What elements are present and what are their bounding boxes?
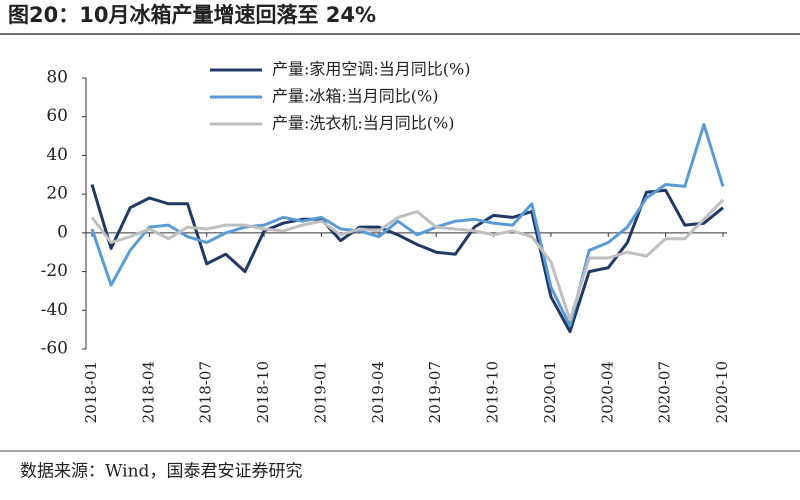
y-tick-label: 40 [46, 145, 68, 165]
y-tick-label: 80 [46, 68, 68, 88]
y-tick-label: 20 [46, 184, 68, 204]
y-tick-label: -60 [41, 339, 68, 359]
legend-label: 产量:家用空调:当月同比(%) [272, 60, 470, 79]
x-tick-label: 2019-10 [484, 361, 502, 423]
x-tick-label: 2018-01 [82, 361, 100, 423]
source: 数据来源：Wind，国泰君安证券研究 [20, 462, 302, 482]
legend-label: 产量:洗衣机:当月同比(%) [272, 114, 454, 133]
x-tick-label: 2018-07 [197, 361, 215, 423]
x-tick-label: 2020-01 [541, 361, 559, 423]
x-tick-label: 2019-04 [369, 361, 387, 423]
series-line [90, 184, 724, 334]
y-tick-label: -20 [41, 261, 68, 281]
y-tick-label: 0 [57, 222, 68, 242]
x-tick-label: 2019-07 [426, 361, 444, 423]
x-tick-label: 2018-10 [254, 361, 272, 423]
y-tick-label: 60 [46, 106, 68, 126]
series-line [90, 123, 725, 328]
x-tick-label: 2020-04 [598, 361, 616, 423]
x-tick-label: 2020-07 [656, 361, 674, 423]
legend-label: 产量:冰箱:当月同比(%) [272, 87, 438, 106]
y-tick-label: -40 [41, 300, 68, 320]
series-line [90, 198, 725, 322]
x-tick-label: 2019-01 [311, 361, 329, 423]
chart-title: 图20：10月冰箱产量增速回落至 24% [8, 3, 376, 27]
x-tick-label: 2018-04 [139, 361, 157, 423]
x-tick-label: 2020-10 [713, 361, 731, 423]
